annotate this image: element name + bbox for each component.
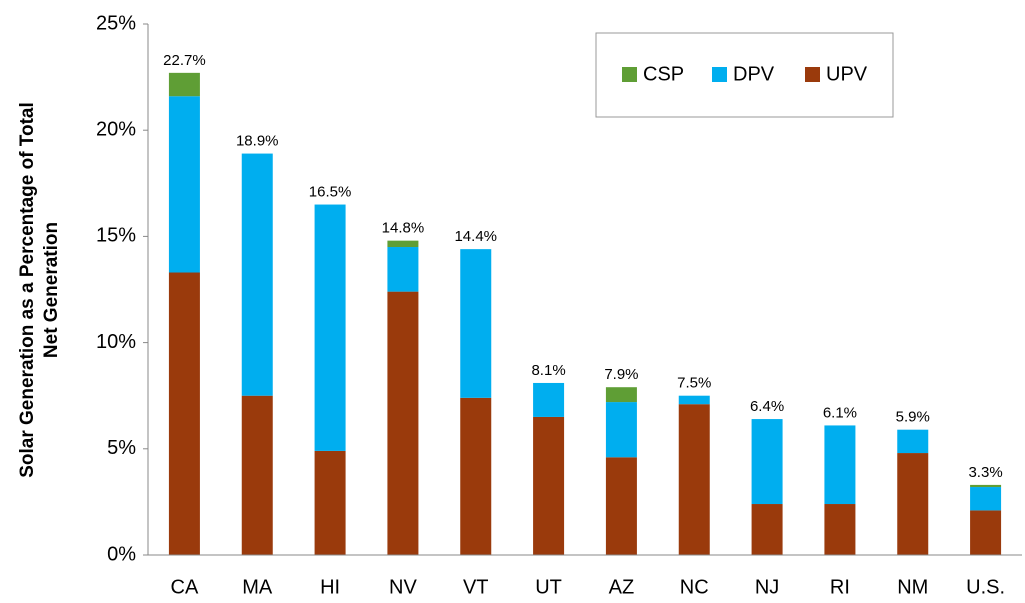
bar-segment (605, 457, 637, 555)
total-label: 18.9% (236, 133, 279, 150)
bar-segment (970, 510, 1002, 555)
y-axis-title-line: Net Generation (41, 222, 62, 358)
legend-swatch (712, 67, 727, 82)
bar-segment (970, 484, 1002, 488)
x-tick-label: U.S. (966, 576, 1005, 598)
y-axis-title-line: Solar Generation as a Percentage of Tota… (17, 102, 38, 478)
bar-segment (314, 450, 346, 555)
legend-label: CSP (643, 63, 684, 85)
bar-segment (970, 487, 1002, 511)
bar-segment (678, 404, 710, 555)
legend-label: DPV (733, 63, 775, 85)
total-label: 6.4% (750, 398, 784, 415)
bar-segment (533, 382, 565, 417)
total-label: 16.5% (309, 184, 352, 201)
legend-label: UPV (826, 63, 868, 85)
bar-segment (751, 419, 783, 505)
y-tick-label: 15% (96, 225, 136, 247)
bar-segment (387, 291, 419, 555)
bar-segment (314, 204, 346, 451)
y-tick-label: 0% (107, 543, 136, 565)
x-tick-label: RI (830, 576, 850, 598)
total-label: 8.1% (531, 362, 565, 379)
legend-swatch (622, 67, 637, 82)
bar-segment (168, 272, 200, 555)
x-tick-label: MA (242, 576, 273, 598)
total-label: 5.9% (896, 409, 930, 426)
bar-segment (241, 153, 273, 396)
y-tick-label: 5% (107, 437, 136, 459)
bar-segment (897, 429, 929, 454)
bar-segment (168, 96, 200, 273)
x-tick-label: VT (463, 576, 489, 598)
bar-segment (533, 416, 565, 555)
y-tick-label: 25% (96, 12, 136, 34)
bar-segment (387, 247, 419, 292)
y-tick-label: 20% (96, 118, 136, 140)
bar-segment (387, 240, 419, 248)
bar-segment (824, 504, 856, 555)
bar-segment (460, 397, 492, 555)
legend-box (595, 32, 894, 118)
total-label: 14.4% (454, 228, 497, 245)
y-axis-title: Solar Generation as a Percentage of Tota… (17, 102, 62, 478)
x-tick-label: HI (320, 576, 340, 598)
x-tick-label: CA (171, 576, 199, 598)
x-tick-label: NM (897, 576, 928, 598)
total-label: 22.7% (163, 52, 206, 69)
bar-segment (678, 395, 710, 405)
total-label: 6.1% (823, 404, 857, 421)
x-tick-label: AZ (609, 576, 635, 598)
bar-segment (897, 453, 929, 555)
total-label: 7.5% (677, 375, 711, 392)
x-tick-label: NJ (755, 576, 779, 598)
total-label: 14.8% (382, 220, 425, 237)
x-tick-label: NC (680, 576, 709, 598)
bar-segment (824, 425, 856, 505)
bar-segment (751, 504, 783, 555)
bar-segment (605, 402, 637, 458)
total-label: 3.3% (968, 464, 1002, 481)
bar-segment (605, 387, 637, 403)
legend-swatch (805, 67, 820, 82)
bar-segment (168, 72, 200, 97)
bar-segment (241, 395, 273, 555)
y-tick-label: 10% (96, 331, 136, 353)
x-tick-label: NV (389, 576, 417, 598)
bar-segment (460, 249, 492, 398)
x-tick-label: UT (535, 576, 562, 598)
total-label: 7.9% (604, 366, 638, 383)
